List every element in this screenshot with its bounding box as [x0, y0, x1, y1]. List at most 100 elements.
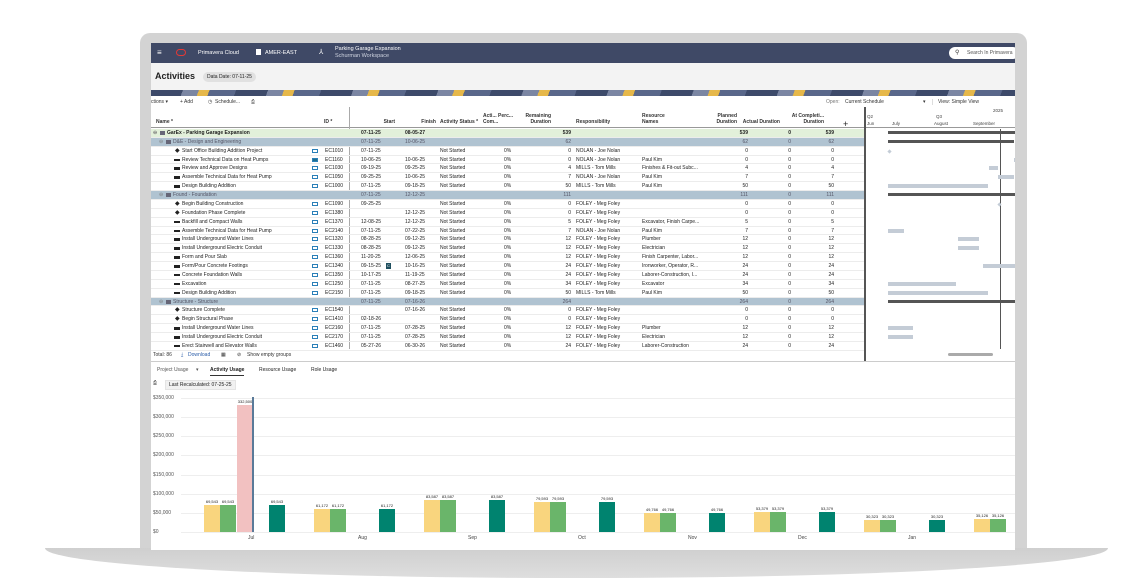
column-header[interactable]: Name *: [156, 118, 173, 125]
column-header[interactable]: Responsibility: [576, 118, 611, 125]
collapse-icon[interactable]: ⊖: [159, 192, 164, 199]
bar[interactable]: [770, 511, 786, 532]
group-row[interactable]: ⊖ Found - Foundation 07-11-25 12-12-25 111 11…: [151, 191, 864, 200]
table-row[interactable]: Assemble Technical Data for Heat Pump EC1…: [151, 173, 864, 183]
table-row[interactable]: ◆ Foundation Phase Complete EC1380 12-12-25…: [151, 209, 864, 218]
column-header[interactable]: Start: [383, 118, 395, 125]
bar[interactable]: [599, 501, 615, 532]
gantt-activity-bar[interactable]: [888, 281, 957, 286]
table-row[interactable]: ◆ Start Office Building Addition Project E…: [151, 147, 864, 156]
gantt-activity-bar[interactable]: [888, 335, 913, 339]
bar[interactable]: [990, 518, 1006, 532]
show-empty-groups-toggle[interactable]: Show empty groups: [247, 352, 292, 358]
gantt-activity-bar[interactable]: [888, 228, 905, 233]
notebook-icon[interactable]: [312, 175, 318, 180]
bar[interactable]: [880, 520, 896, 532]
table-row[interactable]: Design Building Addition EC2150 07-11-25 09…: [151, 289, 864, 298]
group-row[interactable]: ⊖ Structure - Structure 07-11-25 07-16-26 26…: [151, 297, 864, 307]
column-header[interactable]: Planned Duration: [716, 113, 737, 125]
notebook-icon[interactable]: [312, 228, 318, 233]
view-select[interactable]: View: Simple View: [938, 99, 979, 105]
column-header[interactable]: At Completi... Duration: [791, 113, 824, 125]
bar[interactable]: [269, 505, 285, 532]
tab-resource-usage[interactable]: Resource Usage: [259, 367, 297, 373]
bar[interactable]: [440, 499, 456, 532]
notebook-icon[interactable]: [312, 335, 318, 339]
menu-icon[interactable]: ≡: [157, 48, 162, 57]
group-row[interactable]: ⊖ GarEx - Parking Garage Expansion 07-11-2…: [151, 129, 864, 138]
add-button[interactable]: + Add: [180, 99, 193, 105]
table-row[interactable]: ◆ Begin Structural Phase EC1410 02-18-26 Not…: [151, 315, 864, 325]
notebook-icon[interactable]: [312, 264, 318, 269]
table-row[interactable]: ◆ Begin Building Construction EC1090 09-25-…: [151, 200, 864, 209]
gantt-activity-bar[interactable]: [957, 246, 980, 251]
gantt-activity-bar[interactable]: [888, 184, 988, 189]
notebook-icon[interactable]: [312, 166, 318, 171]
table-row[interactable]: Install Underground Water Lines EC1320 08-…: [151, 235, 864, 245]
notebook-icon[interactable]: [312, 308, 318, 313]
notebook-icon[interactable]: [312, 326, 318, 331]
notebook-icon[interactable]: [312, 343, 318, 348]
table-row[interactable]: Review and Approve Designs EC1030 09-19-25…: [151, 164, 864, 174]
bar[interactable]: [709, 512, 725, 532]
bar[interactable]: [424, 499, 440, 532]
notebook-icon[interactable]: [312, 281, 318, 286]
bar[interactable]: [237, 404, 253, 532]
bar[interactable]: [550, 501, 566, 532]
hide-icon[interactable]: ⊘: [237, 352, 242, 358]
notebook-icon[interactable]: [312, 148, 318, 153]
gantt-activity-bar[interactable]: [997, 175, 1014, 180]
region-selector[interactable]: AMER-EAST: [265, 50, 298, 56]
notebook-icon[interactable]: [312, 237, 318, 242]
notebook-icon[interactable]: [312, 201, 318, 206]
notebook-icon[interactable]: [312, 317, 318, 322]
bar[interactable]: [379, 508, 395, 532]
actions-menu[interactable]: ctions ▾: [151, 99, 168, 105]
tab-role-usage[interactable]: Role Usage: [311, 367, 338, 373]
table-row[interactable]: ◆ Structure Complete EC1540 07-16-26 Not Sta…: [151, 306, 864, 316]
gantt-activity-bar[interactable]: [1013, 157, 1015, 162]
table-row[interactable]: Install Underground Electric Conduit EC21…: [151, 333, 864, 342]
table-row[interactable]: Excavation EC1250 07-11-25 08-27-25 Not Star…: [151, 280, 864, 289]
bar[interactable]: [660, 512, 676, 532]
notebook-icon[interactable]: [312, 290, 318, 295]
bar[interactable]: [974, 518, 990, 532]
table-row[interactable]: Concrete Foundation Walls EC1350 10-17-25 1…: [151, 271, 864, 280]
table-row[interactable]: Install Underground Electric Conduit EC13…: [151, 244, 864, 254]
table-row[interactable]: Review Technical Data on Heat Pumps EC116…: [151, 156, 864, 165]
notebook-icon[interactable]: [312, 157, 318, 162]
bar[interactable]: [534, 501, 550, 532]
table-row[interactable]: Form/Pour Concrete Footings EC1340 09-15-2…: [151, 262, 864, 271]
gantt-activity-bar[interactable]: [957, 237, 980, 242]
gantt-summary-bar[interactable]: [888, 299, 1015, 303]
project-usage-select[interactable]: Project Usage: [157, 367, 189, 373]
table-row[interactable]: Install Underground Water Lines EC2160 07-…: [151, 324, 864, 333]
gantt-summary-bar[interactable]: [888, 193, 1015, 197]
schedule-button[interactable]: Schedule...: [215, 99, 241, 105]
gantt-summary-bar[interactable]: [888, 131, 1015, 134]
bar[interactable]: [204, 505, 220, 532]
columns-icon[interactable]: ▦: [221, 352, 226, 358]
gantt-milestone[interactable]: [887, 149, 893, 154]
table-row[interactable]: Assemble Technical Data for Heat Pump EC2…: [151, 227, 864, 236]
download-link[interactable]: Download: [188, 352, 211, 358]
bar[interactable]: [314, 508, 330, 532]
column-header[interactable]: Activity Status *: [440, 118, 479, 125]
group-row[interactable]: ⊖ D&E - Design and Engineering 07-11-25 10-…: [151, 137, 864, 147]
table-row[interactable]: Erect Stairwell and Elevator Walls EC1460…: [151, 342, 864, 351]
column-header[interactable]: Resource Names: [642, 113, 665, 125]
bar[interactable]: [754, 511, 770, 532]
table-row[interactable]: Backfill and Compact Walls EC1370 12-08-25…: [151, 218, 864, 227]
gantt-scrollbar[interactable]: [948, 353, 993, 356]
gantt-summary-bar[interactable]: [888, 139, 1014, 143]
gantt-activity-bar[interactable]: [888, 290, 988, 295]
bar[interactable]: [819, 511, 835, 532]
table-row[interactable]: Design Building Addition EC1000 07-11-25 09…: [151, 182, 864, 192]
column-header[interactable]: Finish: [421, 118, 436, 125]
notebook-icon[interactable]: [312, 246, 318, 251]
project-selector[interactable]: Parking Garage Expansion: [335, 46, 401, 52]
print-icon[interactable]: ⎙: [251, 99, 256, 105]
bar[interactable]: [220, 505, 236, 532]
bar[interactable]: [864, 520, 880, 532]
column-header[interactable]: ID *: [324, 118, 333, 125]
